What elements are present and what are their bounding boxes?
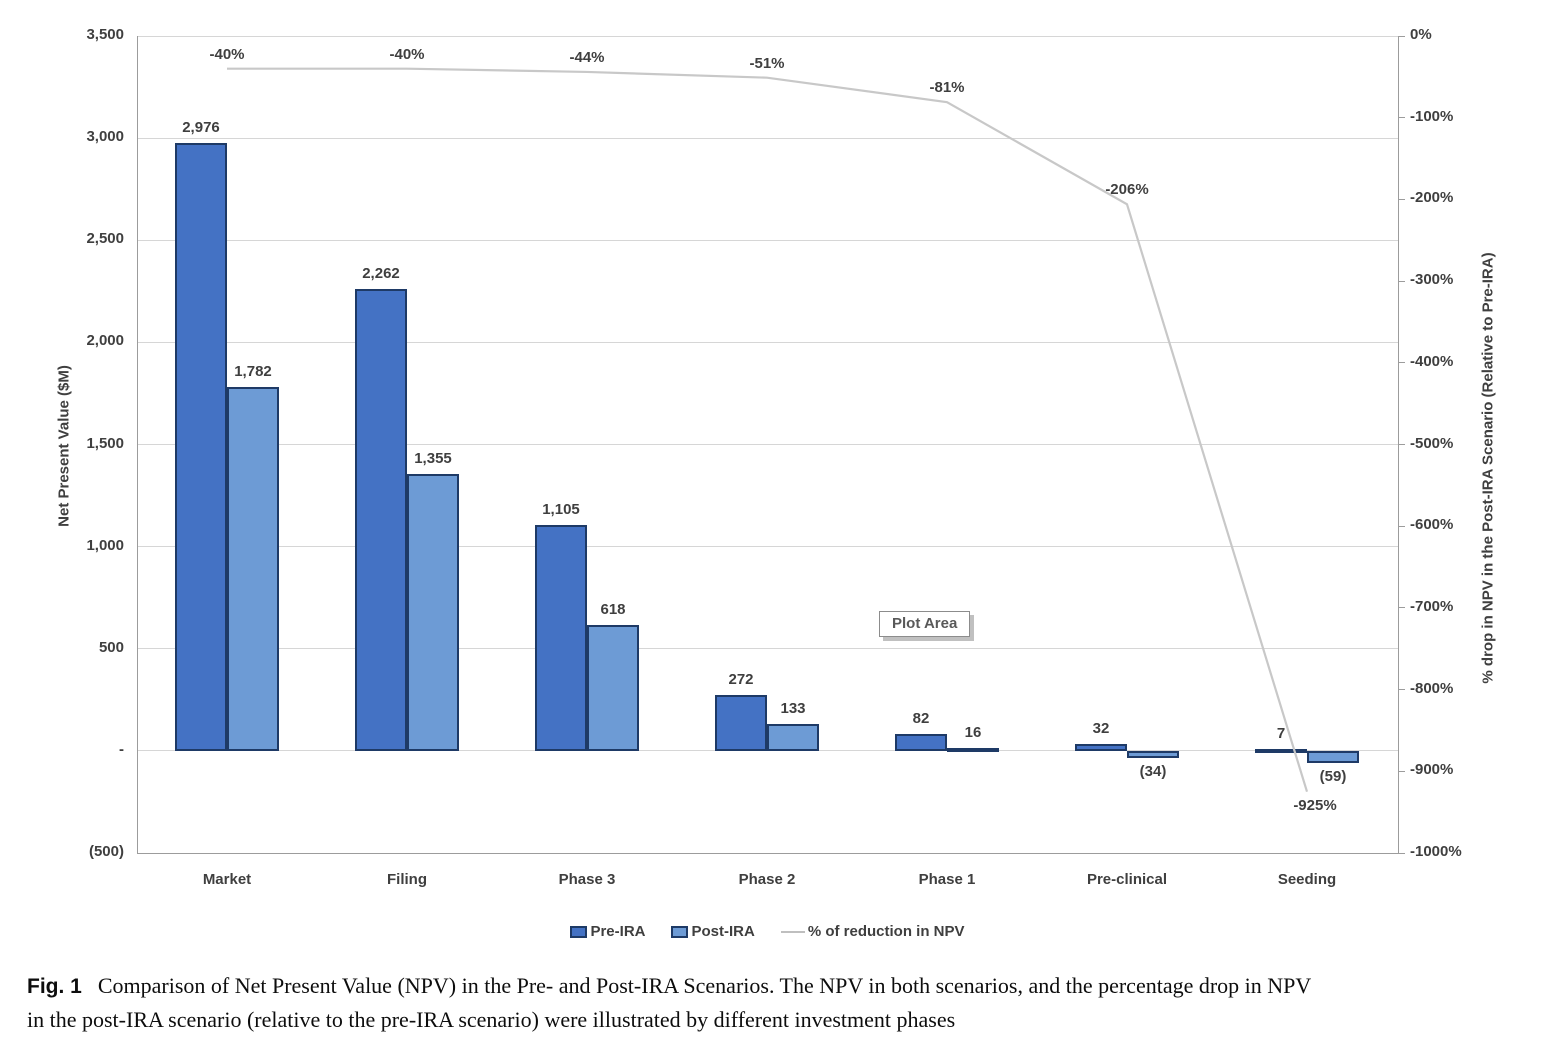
line-point-label: -40% — [209, 45, 245, 63]
legend-label-post-ira: Post-IRA — [691, 923, 755, 940]
gridline — [137, 648, 1398, 650]
pre-ira-swatch-icon — [570, 925, 588, 938]
bottom-axis-line — [137, 853, 1399, 854]
left-axis-tick-label: 2,500 — [86, 230, 124, 248]
right-axis-tick — [1398, 607, 1405, 609]
line-point-label: -206% — [1105, 181, 1149, 199]
chart-legend: Pre-IRA Post-IRA % of reduction in NPV — [137, 923, 1398, 940]
bar-pre-ira — [535, 525, 587, 751]
right-axis-tick-label: -200% — [1410, 189, 1454, 207]
right-axis-tick — [1398, 770, 1405, 772]
figure-caption-line2: in the post-IRA scenario (relative to th… — [27, 1007, 956, 1032]
bar-value-label: 82 — [912, 710, 930, 728]
bar-value-label: 1,105 — [542, 501, 580, 519]
bar-post-ira — [227, 386, 279, 751]
bar-pre-ira — [1075, 744, 1127, 751]
left-axis-tick-label: 500 — [98, 638, 124, 656]
bar-value-label: 1,355 — [414, 450, 452, 468]
gridline — [137, 137, 1398, 139]
post-ira-swatch-icon — [671, 925, 689, 938]
x-category-label: Filing — [387, 871, 427, 888]
x-category-label: Seeding — [1277, 871, 1337, 888]
right-axis-tick-label: -400% — [1410, 352, 1454, 370]
left-axis-tick-label: 2,000 — [86, 332, 124, 350]
x-category-label: Market — [202, 871, 252, 888]
bar-value-label: 272 — [728, 671, 754, 689]
bar-value-label: 133 — [780, 699, 806, 717]
x-category-label: Phase 3 — [558, 871, 616, 888]
bar-pre-ira — [175, 143, 227, 751]
bar-post-ira — [767, 723, 819, 751]
plot-area-tooltip: Plot Area — [879, 611, 971, 637]
left-axis-tick-label: - — [119, 740, 124, 758]
line-point-label: -925% — [1293, 796, 1337, 814]
line-point-label: -81% — [929, 79, 965, 97]
bar-value-label: 7 — [1276, 724, 1286, 742]
line-point-label: -51% — [749, 54, 785, 72]
right-axis-tick — [1398, 444, 1405, 445]
right-axis-tick — [1398, 362, 1405, 364]
right-axis-tick — [1398, 689, 1405, 691]
bar-value-label: (34) — [1139, 762, 1167, 780]
bar-value-label: 618 — [600, 600, 626, 618]
gridline — [137, 35, 1398, 37]
legend-label-pre-ira: Pre-IRA — [590, 923, 646, 940]
right-axis-tick-label: 0% — [1410, 26, 1432, 43]
bar-value-label: 2,262 — [362, 264, 400, 282]
bar-value-label: 16 — [964, 723, 982, 741]
left-axis-tick-label: (500) — [88, 843, 124, 860]
gridline — [137, 239, 1398, 241]
right-axis-tick-label: -300% — [1410, 271, 1454, 289]
figure-caption-number: Fig. 1 — [27, 975, 82, 998]
figure-caption-line1: Comparison of Net Present Value (NPV) in… — [97, 973, 1312, 998]
x-category-label: Pre-clinical — [1086, 871, 1168, 888]
line-point-label: -44% — [569, 48, 605, 66]
right-axis-line — [1398, 36, 1399, 853]
bar-post-ira — [1307, 750, 1359, 763]
right-axis-tick-label: -1000% — [1410, 843, 1462, 860]
right-axis-tick-label: -600% — [1410, 516, 1454, 534]
bar-post-ira — [1127, 750, 1179, 758]
bar-post-ira — [587, 624, 639, 751]
gridline — [137, 444, 1398, 445]
x-category-label: Phase 2 — [738, 871, 796, 888]
left-axis-tick-label: 3,500 — [86, 26, 124, 43]
right-axis-tick-label: -800% — [1410, 679, 1454, 697]
right-axis-tick — [1398, 35, 1405, 37]
legend-item-pre-ira: Pre-IRA — [570, 923, 645, 940]
figure-caption: Fig. 1 Comparison of Net Present Value (N… — [27, 969, 1524, 1036]
right-axis-tick-label: -500% — [1410, 434, 1454, 452]
right-axis-title: % drop in NPV in the Post-IRA Scenario (… — [1479, 252, 1497, 684]
legend-label-reduction-line: % of reduction in NPV — [807, 923, 965, 940]
right-axis-tick — [1398, 280, 1405, 282]
gridline — [137, 341, 1398, 343]
bar-post-ira — [947, 747, 999, 752]
reduction-line-swatch-icon — [780, 930, 805, 933]
legend-item-post-ira: Post-IRA — [671, 923, 755, 940]
right-axis-tick-label: -900% — [1410, 761, 1454, 779]
left-axis-line — [137, 36, 138, 853]
right-axis-tick-label: -700% — [1410, 597, 1454, 615]
bar-value-label: 2,976 — [182, 119, 220, 137]
line-point-label: -40% — [389, 45, 425, 63]
gridline — [137, 546, 1398, 548]
bar-pre-ira — [355, 288, 407, 751]
bar-value-label: 1,782 — [234, 362, 272, 380]
right-axis-tick — [1398, 852, 1405, 854]
bar-value-label: (59) — [1319, 767, 1347, 785]
left-axis-tick-label: 3,000 — [86, 128, 124, 146]
right-axis-tick — [1398, 117, 1405, 119]
right-axis-tick — [1398, 198, 1405, 200]
x-category-label: Phase 1 — [918, 871, 976, 888]
left-axis-title: Net Present Value ($M) — [55, 365, 73, 527]
right-axis-tick-label: -100% — [1410, 107, 1454, 125]
bar-pre-ira — [1255, 748, 1307, 753]
bar-value-label: 32 — [1092, 720, 1110, 738]
right-axis-tick — [1398, 525, 1405, 527]
left-axis-tick-label: 1,500 — [86, 434, 124, 452]
bar-post-ira — [407, 474, 459, 751]
legend-item-reduction-line: % of reduction in NPV — [780, 923, 965, 940]
left-axis-tick-label: 1,000 — [86, 536, 124, 554]
